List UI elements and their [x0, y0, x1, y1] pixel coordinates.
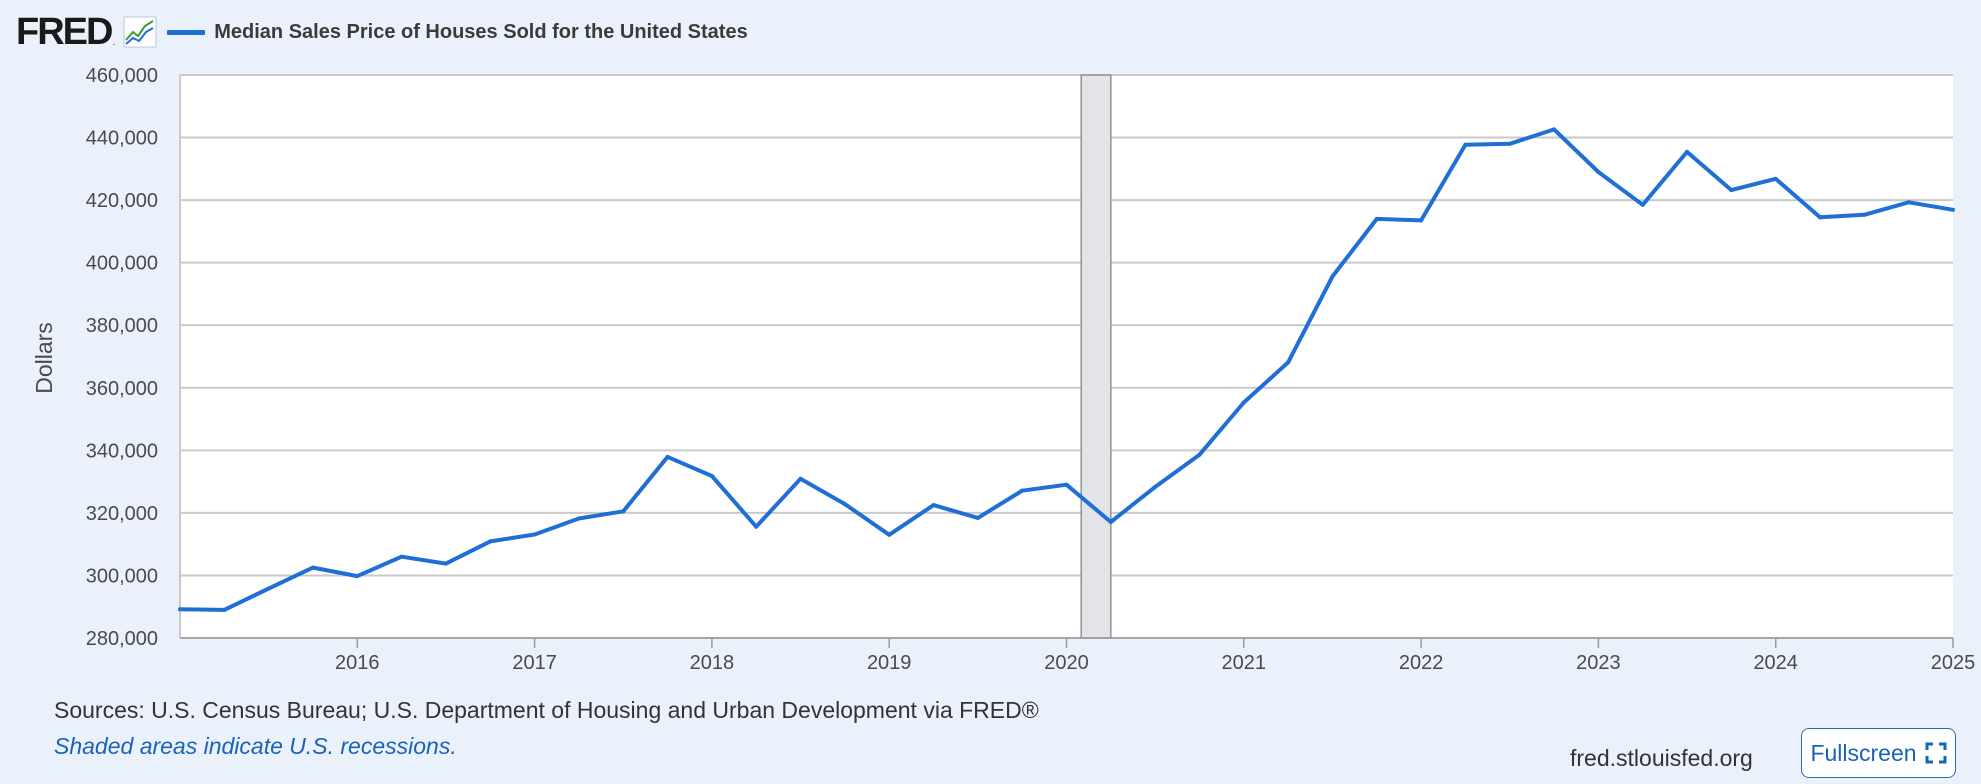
- data-point[interactable]: [178, 607, 182, 612]
- data-point[interactable]: [975, 515, 980, 520]
- data-point[interactable]: [443, 561, 448, 566]
- data-point[interactable]: [887, 532, 892, 537]
- trend-chart-icon: [123, 16, 157, 48]
- x-tick-label: 2022: [1399, 652, 1444, 674]
- y-tick-label: 420,000: [86, 190, 158, 212]
- x-tick-label: 2025: [1931, 652, 1976, 674]
- y-tick-label: 440,000: [86, 128, 158, 150]
- y-tick-label: 460,000: [86, 65, 158, 87]
- data-point[interactable]: [709, 473, 714, 478]
- fullscreen-label: Fullscreen: [1810, 739, 1917, 766]
- recession-note: Shaded areas indicate U.S. recessions.: [54, 733, 457, 759]
- data-point[interactable]: [1906, 200, 1911, 205]
- data-point[interactable]: [1596, 169, 1601, 174]
- y-tick-label: 280,000: [86, 628, 158, 650]
- data-point[interactable]: [488, 539, 493, 544]
- data-point[interactable]: [1419, 218, 1424, 223]
- data-point[interactable]: [1640, 202, 1645, 207]
- data-point[interactable]: [1818, 215, 1823, 220]
- legend-swatch: [167, 29, 206, 35]
- x-tick-label: 2017: [512, 652, 557, 674]
- data-point[interactable]: [1862, 212, 1867, 217]
- data-point[interactable]: [1241, 400, 1246, 405]
- data-point[interactable]: [1374, 216, 1379, 221]
- y-tick-label: 320,000: [86, 503, 158, 525]
- data-point[interactable]: [532, 532, 537, 537]
- data-point[interactable]: [1108, 519, 1113, 524]
- data-point[interactable]: [665, 454, 670, 459]
- data-point[interactable]: [266, 586, 271, 591]
- data-point[interactable]: [1729, 188, 1734, 193]
- fred-logo-mark: .: [112, 37, 116, 48]
- data-point[interactable]: [1507, 141, 1512, 146]
- y-tick-label: 300,000: [86, 565, 158, 587]
- x-tick-label: 2024: [1753, 652, 1798, 674]
- x-tick-label: 2021: [1222, 652, 1267, 674]
- data-point[interactable]: [355, 574, 360, 579]
- x-tick-label: 2020: [1044, 652, 1089, 674]
- x-tick-label: 2016: [335, 652, 380, 674]
- data-point[interactable]: [1773, 176, 1778, 181]
- y-tick-label: 360,000: [86, 378, 158, 400]
- data-point[interactable]: [1197, 452, 1202, 457]
- data-point[interactable]: [842, 502, 847, 507]
- data-point[interactable]: [1951, 207, 1955, 212]
- x-tick-label: 2019: [867, 652, 912, 674]
- recession-band: [1080, 74, 1112, 639]
- data-point[interactable]: [1286, 360, 1291, 365]
- data-point[interactable]: [1330, 274, 1335, 279]
- x-tick-label: 2023: [1576, 652, 1621, 674]
- data-point[interactable]: [1064, 482, 1069, 487]
- y-tick-label: 380,000: [86, 315, 158, 337]
- data-point[interactable]: [310, 565, 315, 570]
- fullscreen-button[interactable]: Fullscreen: [1801, 728, 1956, 778]
- data-point[interactable]: [576, 516, 581, 521]
- data-point[interactable]: [798, 476, 803, 481]
- data-point[interactable]: [1463, 142, 1468, 147]
- y-axis-label: Dollars: [31, 322, 57, 394]
- data-point[interactable]: [931, 503, 936, 508]
- data-point[interactable]: [754, 524, 759, 529]
- legend-series-label: Median Sales Price of Houses Sold for th…: [214, 20, 748, 43]
- data-point[interactable]: [1153, 484, 1158, 489]
- data-point[interactable]: [399, 554, 404, 559]
- y-tick-label: 340,000: [86, 440, 158, 462]
- y-tick-label: 400,000: [86, 253, 158, 275]
- data-point[interactable]: [1685, 149, 1690, 154]
- data-point[interactable]: [621, 509, 626, 514]
- data-point[interactable]: [222, 607, 227, 612]
- x-tick-label: 2018: [690, 652, 735, 674]
- fullscreen-icon: [1925, 742, 1947, 764]
- site-url[interactable]: fred.stlouisfed.org: [1570, 745, 1753, 771]
- data-point[interactable]: [1020, 488, 1025, 493]
- plot-area: [180, 75, 1953, 638]
- sources-text: Sources: U.S. Census Bureau; U.S. Depart…: [54, 697, 1039, 723]
- chart-header: FRED . Median Sales Price of Houses Sold…: [16, 12, 748, 52]
- data-point[interactable]: [1552, 127, 1557, 132]
- fred-logo[interactable]: FRED: [16, 11, 113, 53]
